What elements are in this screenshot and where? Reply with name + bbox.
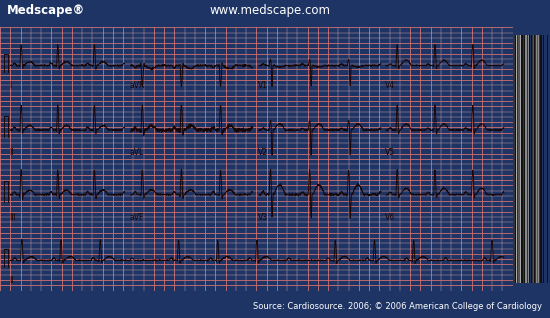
Bar	[520, 35, 521, 283]
Bar	[543, 35, 544, 283]
Bar	[548, 35, 549, 283]
Bar	[547, 35, 548, 283]
Text: V6: V6	[385, 212, 395, 222]
Text: I: I	[9, 81, 12, 90]
Text: V5: V5	[385, 148, 395, 157]
Bar	[538, 35, 539, 283]
Bar	[524, 35, 525, 283]
Text: V2: V2	[258, 148, 268, 157]
Text: III: III	[9, 212, 16, 222]
Text: aVF: aVF	[130, 212, 144, 222]
Text: Medscape®: Medscape®	[7, 4, 85, 17]
Bar	[521, 35, 522, 283]
Bar	[518, 35, 519, 283]
Bar	[519, 35, 520, 283]
Text: II: II	[9, 148, 14, 157]
Text: V4: V4	[385, 81, 395, 90]
Text: aVR: aVR	[130, 81, 145, 90]
Bar	[526, 35, 527, 283]
Bar	[523, 35, 524, 283]
Text: V3: V3	[258, 212, 268, 222]
Bar	[546, 35, 547, 283]
Text: II: II	[9, 275, 14, 285]
Text: V1: V1	[258, 81, 268, 90]
Bar	[515, 35, 516, 283]
Text: Source: Cardiosource. 2006; © 2006 American College of Cardiology: Source: Cardiosource. 2006; © 2006 Ameri…	[253, 302, 542, 311]
Text: aVL: aVL	[130, 148, 144, 157]
Bar	[536, 35, 537, 283]
Bar	[527, 35, 529, 283]
Text: www.medscape.com: www.medscape.com	[209, 4, 330, 17]
